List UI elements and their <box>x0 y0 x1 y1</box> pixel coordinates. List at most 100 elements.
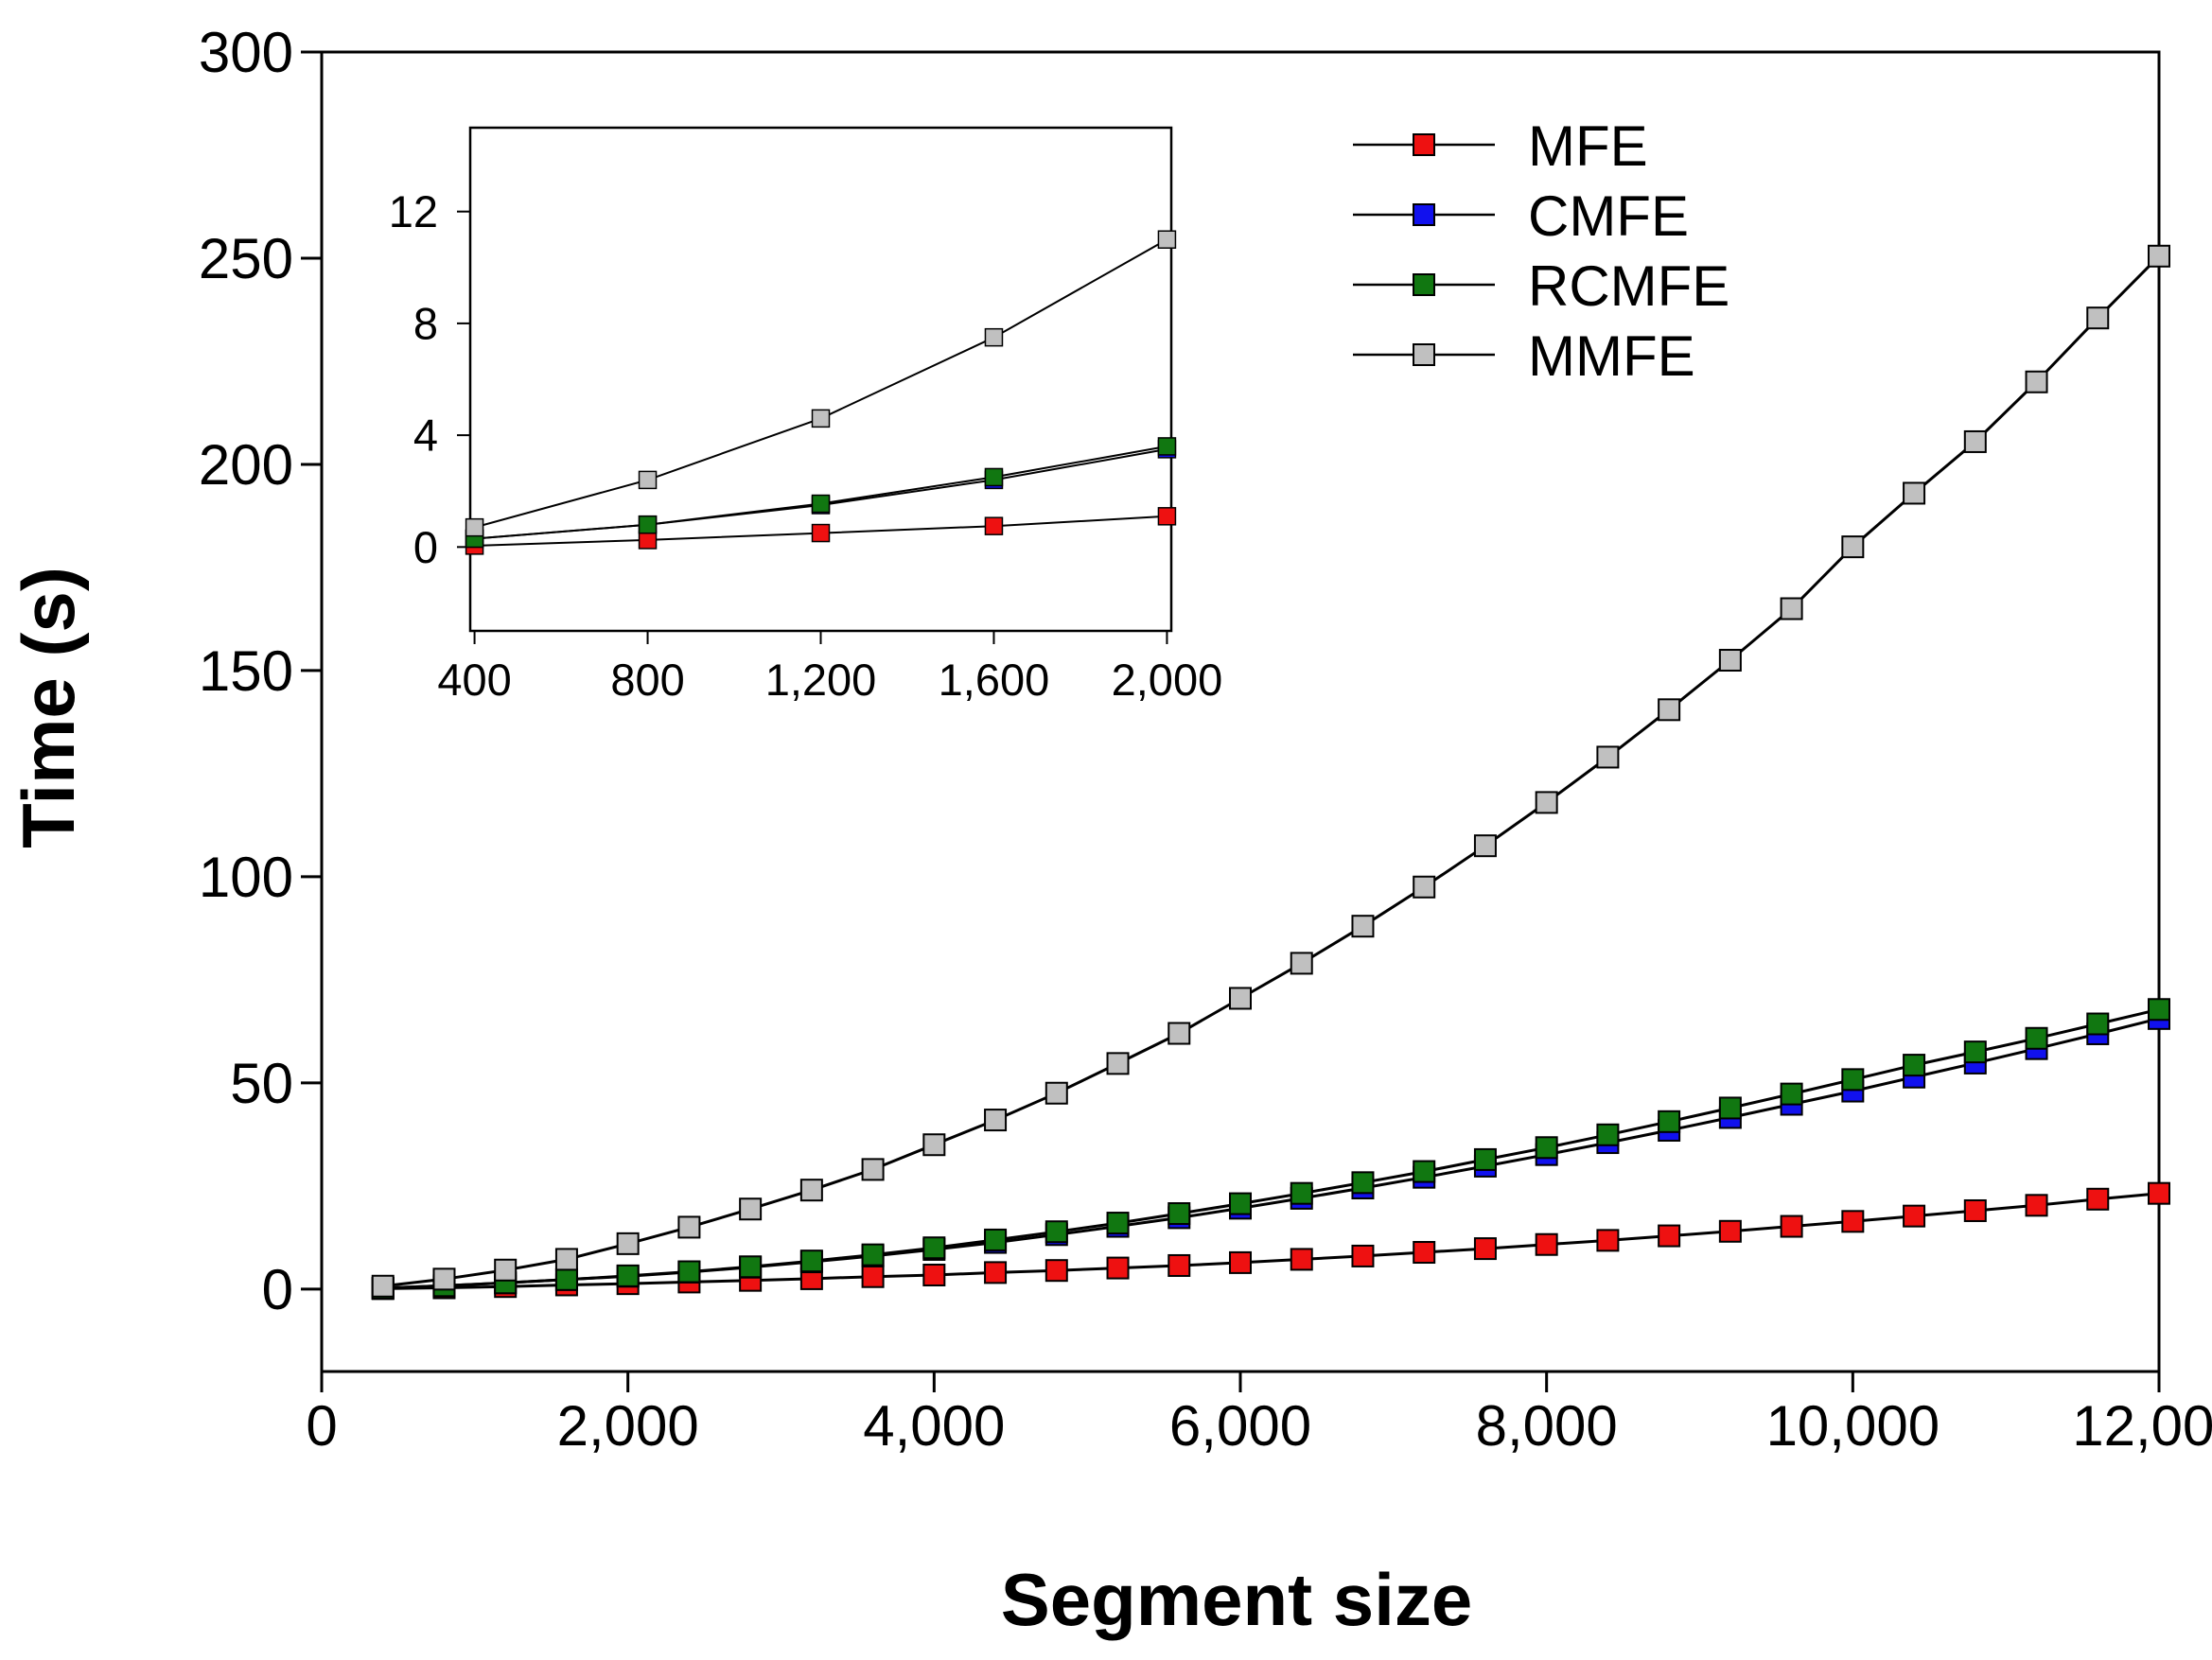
legend-mmfe-marker <box>1413 343 1435 366</box>
main-rcmfe-point <box>1780 1082 1803 1106</box>
main-rcmfe-point <box>739 1255 763 1279</box>
main-x-tick-label: 4,000 <box>863 1394 1005 1458</box>
main-mfe-point <box>1718 1219 1742 1243</box>
main-rcmfe-point <box>554 1267 578 1291</box>
x-axis-title: Segment size <box>1001 1558 1473 1641</box>
inset-x-tick-label: 1,600 <box>939 655 1050 705</box>
inset-mfe-point <box>638 531 658 550</box>
inset-mmfe-point <box>984 327 1004 347</box>
main-mmfe-point <box>371 1274 395 1298</box>
main-mfe-point <box>1780 1214 1803 1238</box>
main-mmfe-point <box>922 1133 946 1157</box>
main-mfe-point <box>861 1265 885 1288</box>
inset-y-ticks: 0 4 8 12 <box>389 186 470 572</box>
main-rcmfe-point <box>2148 998 2170 1022</box>
main-rcmfe-point <box>1596 1123 1620 1146</box>
main-mmfe-point <box>739 1197 763 1221</box>
inset-series <box>465 230 1177 555</box>
main-rcmfe-point <box>984 1228 1008 1251</box>
main-x-tick-label: 12,000 <box>2072 1394 2212 1458</box>
main-mfe-point <box>1473 1237 1497 1261</box>
main-mmfe-point <box>1167 1022 1191 1045</box>
main-mfe-point <box>984 1261 1008 1284</box>
main-rcmfe-point <box>1718 1096 1742 1120</box>
main-y-ticks: 0 50 100 150 200 250 300 <box>199 21 322 1321</box>
main-x-tick-label: 6,000 <box>1169 1394 1311 1458</box>
main-mmfe-point <box>1473 834 1497 858</box>
main-mfe-point <box>2086 1187 2110 1211</box>
main-mmfe-point <box>1841 535 1865 559</box>
main-mmfe-point <box>1658 698 1681 722</box>
main-rcmfe-point <box>2025 1026 2048 1050</box>
inset-mfe-point <box>984 516 1004 535</box>
legend-mfe-label: MFE <box>1528 114 1648 178</box>
main-mfe-point <box>1351 1244 1375 1267</box>
main-rcmfe-point <box>861 1243 885 1267</box>
main-mmfe-point <box>1351 915 1375 938</box>
inset-y-tick-label: 12 <box>389 186 438 236</box>
main-rcmfe-point <box>922 1236 946 1260</box>
main-mmfe-point <box>494 1258 518 1282</box>
legend-mfe-marker <box>1413 133 1435 156</box>
main-rcmfe-point <box>1658 1110 1681 1133</box>
main-mmfe-point <box>1106 1052 1130 1075</box>
main-y-tick-label: 100 <box>199 846 293 909</box>
inset-mfe-point <box>811 523 831 543</box>
legend-cmfe-label: CMFE <box>1528 184 1689 248</box>
inset-x-ticks: 400 800 1,200 1,600 2,000 <box>437 631 1222 705</box>
main-mfe-point <box>1963 1198 1987 1222</box>
main-mfe-point <box>1596 1229 1620 1252</box>
main-mfe-point <box>2148 1181 2170 1205</box>
main-mmfe-point <box>616 1232 640 1255</box>
main-mfe-point <box>1903 1204 1926 1228</box>
main-mmfe-point <box>1535 791 1558 814</box>
main-mmfe-point <box>1413 875 1436 899</box>
main-mmfe-point <box>2086 306 2110 330</box>
main-y-tick-label: 250 <box>199 227 293 290</box>
inset-x-tick-label: 400 <box>437 655 511 705</box>
main-rcmfe-point <box>1903 1054 1926 1077</box>
main-mfe-point <box>1229 1250 1252 1274</box>
main-rcmfe-point <box>1841 1068 1865 1092</box>
legend-mmfe-label: MMFE <box>1528 324 1695 388</box>
main-mmfe-point <box>1229 987 1252 1010</box>
legend-rcmfe-marker <box>1413 273 1435 296</box>
main-mfe-point <box>1413 1241 1436 1265</box>
main-mmfe-point <box>677 1215 701 1239</box>
main-y-tick-label: 300 <box>199 21 293 84</box>
main-plot: 0 2,000 4,000 6,000 8,000 10,000 12,000 0 50 100… <box>7 21 2212 1641</box>
main-rcmfe-point <box>1535 1136 1558 1160</box>
inset-y-tick-label: 0 <box>413 522 438 572</box>
main-mfe-point <box>1106 1256 1130 1280</box>
main-rcmfe-point <box>1106 1212 1130 1235</box>
inset-rcmfe-point <box>1157 437 1177 456</box>
main-mmfe-point <box>1718 649 1742 673</box>
main-mfe-point <box>1535 1232 1558 1256</box>
inset-mmfe-point <box>1157 230 1177 249</box>
y-axis-title: Time (s) <box>7 567 90 848</box>
inset-x-tick-label: 1,200 <box>765 655 877 705</box>
main-mmfe-point <box>1045 1081 1068 1105</box>
legend-rcmfe-label: RCMFE <box>1528 254 1729 318</box>
main-mfe-point <box>1290 1248 1313 1271</box>
main-x-tick-label: 2,000 <box>557 1394 699 1458</box>
main-rcmfe-point <box>1167 1202 1191 1226</box>
main-rcmfe-point <box>1413 1160 1436 1183</box>
inset-rcmfe-point <box>638 515 658 534</box>
main-mfe-point <box>1045 1259 1068 1283</box>
main-rcmfe-point <box>1290 1181 1313 1205</box>
main-rcmfe-point <box>799 1249 823 1273</box>
main-x-tick-label: 10,000 <box>1766 1394 1940 1458</box>
main-mfe-point <box>1658 1224 1681 1248</box>
inset-y-tick-label: 4 <box>413 411 438 461</box>
main-rcmfe-point <box>1229 1192 1252 1215</box>
main-mmfe-point <box>432 1267 456 1291</box>
main-mmfe-point <box>554 1248 578 1271</box>
main-x-ticks: 0 2,000 4,000 6,000 8,000 10,000 12,000 <box>306 1372 2212 1458</box>
main-y-tick-label: 50 <box>230 1052 293 1115</box>
main-mmfe-point <box>2025 370 2048 393</box>
main-rcmfe-point <box>677 1260 701 1284</box>
main-mmfe-point <box>1963 429 1987 453</box>
